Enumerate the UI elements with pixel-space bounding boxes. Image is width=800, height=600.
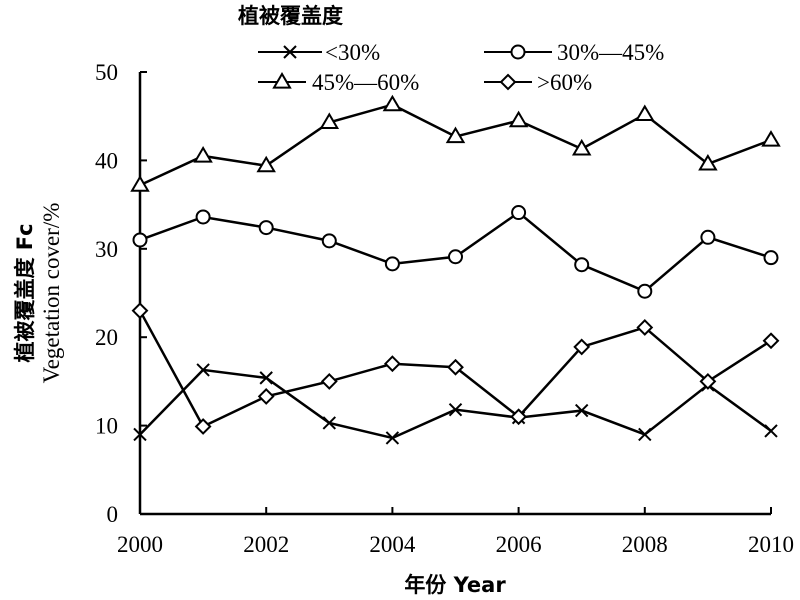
data-point — [763, 250, 779, 266]
x-axis-title: 年份 Year — [404, 573, 506, 597]
x-axis-title-text: 年份 Year — [404, 573, 506, 597]
series-line — [139, 368, 772, 440]
data-point — [319, 112, 340, 129]
data-point — [571, 138, 592, 156]
data-point — [638, 427, 652, 442]
data-point — [510, 408, 528, 426]
legend-item: >60% — [484, 70, 592, 95]
data-point — [636, 319, 654, 336]
data-point — [385, 431, 400, 445]
x-tick-label: 2008 — [622, 532, 668, 557]
legend-marker — [499, 73, 517, 91]
data-point — [764, 424, 778, 438]
series-layer — [130, 94, 781, 445]
data-point — [382, 94, 403, 112]
y-tick-label: 20 — [95, 325, 118, 350]
data-point — [448, 249, 463, 265]
y-tick-label: 10 — [95, 414, 118, 439]
data-point — [508, 110, 529, 128]
legend-label: 45%—60% — [312, 70, 419, 95]
data-point — [196, 363, 210, 377]
data-point — [132, 232, 148, 248]
y-axis-title: 植被覆盖度 Fc Vegetation cover/% — [13, 203, 64, 384]
legend-item: <30% — [258, 40, 380, 65]
data-point — [574, 257, 590, 273]
data-point — [130, 175, 150, 192]
legend-label: <30% — [325, 40, 380, 65]
legend-label: >60% — [537, 70, 592, 95]
legend-marker — [510, 44, 526, 60]
data-point — [698, 153, 718, 171]
data-point — [320, 372, 338, 390]
x-tick-label: 2006 — [496, 532, 542, 557]
data-point — [700, 229, 716, 245]
legend-title: 植被覆盖度 — [238, 4, 343, 28]
legend-item: 30%—45% — [484, 40, 664, 65]
data-point — [259, 371, 273, 385]
legend-marker — [283, 45, 297, 59]
data-point — [574, 403, 589, 418]
y-tick-label: 30 — [95, 237, 118, 262]
data-point — [635, 104, 655, 122]
y-tick-label: 0 — [107, 502, 119, 527]
data-point — [321, 233, 337, 249]
data-point — [445, 126, 466, 144]
data-point — [133, 427, 147, 442]
x-tick-label: 2010 — [748, 532, 794, 557]
x-tick-label: 2002 — [243, 532, 289, 557]
legend-item: 45%—60% — [258, 70, 419, 95]
data-point — [257, 388, 275, 405]
series-diamond — [131, 302, 780, 435]
data-point — [195, 209, 211, 225]
data-point — [762, 332, 780, 350]
data-point — [511, 205, 527, 221]
data-point — [383, 355, 401, 373]
data-point — [699, 372, 717, 390]
data-point — [322, 416, 337, 430]
data-point — [131, 302, 149, 320]
data-point — [637, 283, 653, 299]
data-point — [193, 146, 213, 163]
data-point — [194, 418, 212, 435]
data-point — [258, 220, 274, 236]
data-point — [256, 155, 276, 173]
y-tick-label: 40 — [95, 148, 118, 173]
legend-marker — [272, 72, 292, 89]
x-tick-label: 2000 — [117, 532, 163, 557]
data-point — [447, 358, 464, 376]
data-point — [761, 130, 781, 147]
series-triangle — [130, 94, 781, 192]
y-axis-title-line2: Vegetation cover/% — [39, 203, 64, 384]
series-x — [133, 363, 778, 445]
y-tick-label: 50 — [95, 60, 118, 85]
legend-label: 30%—45% — [557, 40, 664, 65]
x-tick-label: 2004 — [369, 532, 416, 557]
data-point — [448, 402, 463, 417]
legend: <30% 30%—45% 45%—60% >60% — [258, 40, 664, 95]
data-point — [573, 338, 591, 356]
data-point — [384, 256, 400, 272]
y-axis-title-line1: 植被覆盖度 Fc — [13, 223, 37, 362]
series-line — [139, 103, 772, 187]
series-circle — [132, 205, 779, 299]
axis-ticks: 0 10 20 30 40 50 2000 2002 2004 2006 2008 2010 — [95, 60, 794, 557]
